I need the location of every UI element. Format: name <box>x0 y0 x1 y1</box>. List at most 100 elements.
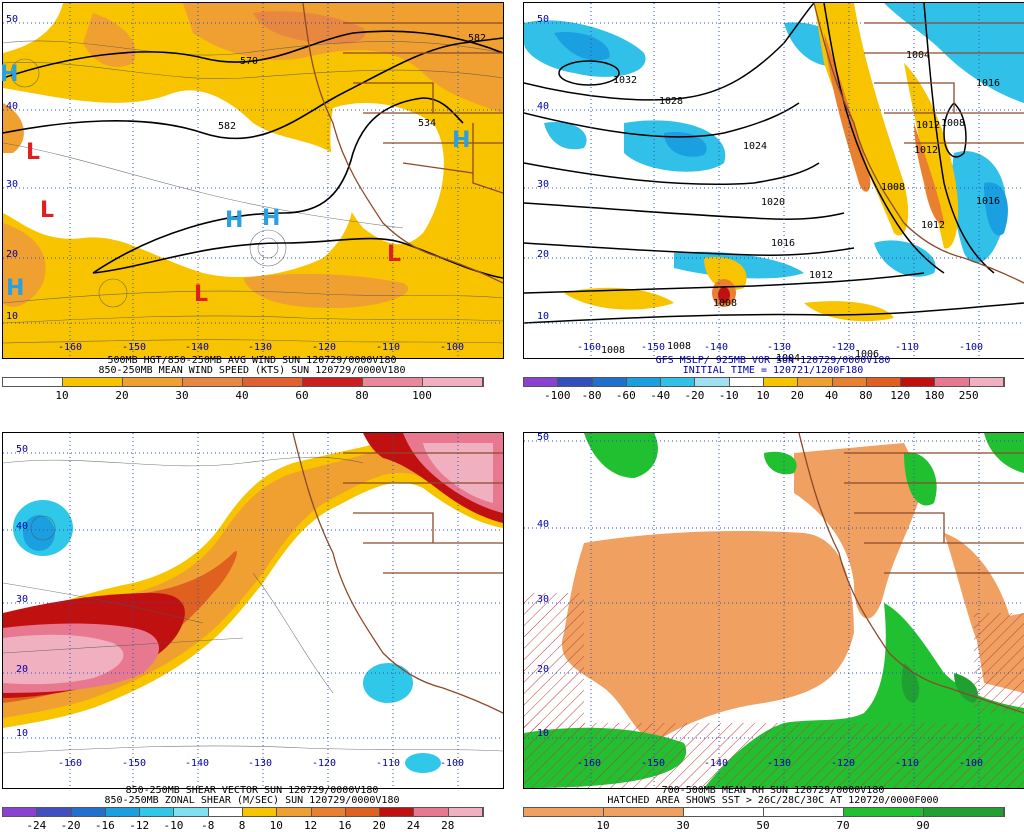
lon-label: -160 <box>58 758 83 769</box>
scale-swatch <box>901 378 936 386</box>
scale-swatch <box>243 808 278 816</box>
lat-label: 10 <box>537 311 550 322</box>
lat-label: 10 <box>537 728 550 739</box>
scale-label: 40 <box>235 389 249 402</box>
scale-label: 250 <box>958 389 979 402</box>
lon-label: -140 <box>185 758 210 769</box>
high-pressure-marker: H <box>0 62 19 87</box>
color-scale <box>2 807 484 817</box>
lon-label: -150 <box>641 342 666 353</box>
scale-label: 120 <box>890 389 911 402</box>
scale-label: 16 <box>338 819 352 832</box>
high-pressure-marker: H <box>452 128 471 153</box>
scale-label: 100 <box>412 389 432 402</box>
scale-swatch <box>243 378 303 386</box>
contour-label: 582 <box>468 33 487 44</box>
scale-swatch <box>695 378 730 386</box>
lat-label: 50 <box>537 14 550 25</box>
low-pressure-marker: L <box>40 198 55 223</box>
lon-label: -100 <box>959 342 984 353</box>
lat-label: 40 <box>537 101 550 112</box>
lat-label: 30 <box>537 179 550 190</box>
wind-panel: 50 40 30 20 10 -160 -150 -140 -130 -120 … <box>0 0 504 402</box>
contour-label: 534 <box>418 118 437 129</box>
scale-label: 40 <box>824 389 839 402</box>
scale-swatch <box>63 378 123 386</box>
lat-label: 20 <box>537 664 550 675</box>
lat-label: 20 <box>16 664 29 675</box>
wind-map <box>2 2 504 359</box>
scale-swatch <box>448 808 483 816</box>
scale-label: 8 <box>238 819 246 832</box>
scale-swatch <box>345 808 381 816</box>
contour-label: 1012 <box>809 270 834 281</box>
contour-label: 1020 <box>761 197 786 208</box>
scale-swatch <box>684 808 764 816</box>
contour-label: 1008 <box>713 298 738 309</box>
panel-title: 850-250MB SHEAR VECTOR SUN 120729/0000V1… <box>125 785 379 796</box>
high-pressure-marker: H <box>6 276 25 301</box>
lat-label: 50 <box>16 444 29 455</box>
scale-label: -16 <box>94 819 115 832</box>
scale-swatch <box>311 808 346 816</box>
scale-swatch <box>380 808 415 816</box>
contour-label: 1012 <box>914 145 939 156</box>
contour-label: 582 <box>218 121 237 132</box>
scale-label: -10 <box>718 389 739 402</box>
scale-label: -40 <box>650 389 671 402</box>
scale-label: 80 <box>859 389 873 402</box>
scale-swatch <box>558 378 593 386</box>
lon-label: -110 <box>895 758 920 769</box>
scale-label: 90 <box>916 819 930 832</box>
scale-swatch <box>832 378 867 386</box>
contour-label: 1016 <box>771 238 796 249</box>
scale-swatch <box>363 378 423 386</box>
contour-label: 1028 <box>659 96 684 107</box>
scale-label: 60 <box>295 389 309 402</box>
scale-labels: 10 30 50 70 90 <box>523 819 1023 832</box>
scale-label: -100 <box>544 389 571 402</box>
contour-label: 1016 <box>976 196 1001 207</box>
scale-swatch <box>414 808 449 816</box>
lon-label: -150 <box>122 342 147 353</box>
scale-label: 20 <box>115 389 129 402</box>
scale-swatch <box>71 808 106 816</box>
lon-label: -120 <box>831 758 856 769</box>
lon-label: -140 <box>704 342 729 353</box>
lon-label: -160 <box>577 758 602 769</box>
scale-swatch <box>935 378 970 386</box>
lon-label: -160 <box>58 342 83 353</box>
lon-label: -140 <box>185 342 210 353</box>
scale-swatch <box>924 808 1004 816</box>
lat-label: 10 <box>16 728 29 739</box>
color-scale <box>523 377 1005 387</box>
contour-label: 1004 <box>906 50 931 61</box>
low-pressure-marker: L <box>26 140 41 165</box>
scale-label: 50 <box>756 819 770 832</box>
scale-label: 10 <box>55 389 69 402</box>
scale-swatch <box>208 808 243 816</box>
scale-label: 20 <box>372 819 386 832</box>
contour-label: 1012 <box>916 120 941 131</box>
scale-swatch <box>174 808 209 816</box>
color-scale <box>2 377 484 387</box>
contour-label: 1008 <box>881 182 906 193</box>
contour-label: 1024 <box>743 141 768 152</box>
scale-swatch <box>729 378 764 386</box>
shear-panel: 50 40 30 20 10 -160 -150 -140 -130 -120 … <box>0 430 504 832</box>
scale-label: 28 <box>441 819 455 832</box>
lon-label: -150 <box>122 758 147 769</box>
scale-label: 20 <box>790 389 804 402</box>
scale-label: 12 <box>303 819 318 832</box>
scale-label: 10 <box>269 819 283 832</box>
lon-label: -110 <box>376 758 401 769</box>
lon-label: -130 <box>248 758 273 769</box>
lon-label: -120 <box>312 342 337 353</box>
scale-label: 10 <box>596 819 610 832</box>
scale-label: -24 <box>26 819 47 832</box>
contour-label: 1008 <box>667 341 692 352</box>
lon-label: -120 <box>831 342 856 353</box>
scale-label: 30 <box>676 819 690 832</box>
scale-swatch <box>303 378 363 386</box>
lon-label: -130 <box>767 342 792 353</box>
